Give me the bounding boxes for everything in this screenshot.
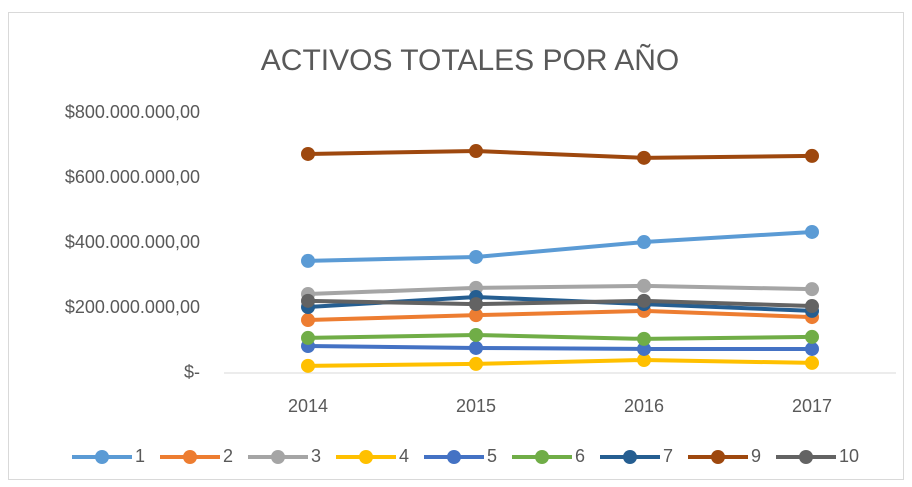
legend-marker <box>271 450 285 464</box>
series-marker <box>469 249 483 264</box>
series-marker <box>469 356 483 371</box>
series-marker <box>805 299 819 314</box>
chart-border <box>8 12 904 480</box>
series-marker <box>805 341 819 356</box>
x-tick-label: 2016 <box>624 396 664 416</box>
x-tick-label: 2015 <box>456 396 496 416</box>
series-marker <box>637 235 651 250</box>
series-marker <box>805 329 819 344</box>
series-line <box>306 344 814 351</box>
series-line <box>306 308 814 323</box>
legend-label: 4 <box>399 446 409 466</box>
series-line <box>306 149 814 160</box>
series-line <box>306 298 814 309</box>
series-line <box>306 358 814 368</box>
legend-marker <box>799 450 813 464</box>
series-marker <box>469 327 483 342</box>
y-tick-label: $800.000.000,00 <box>65 102 200 122</box>
legend-label: 2 <box>223 446 233 466</box>
series-marker <box>637 341 651 356</box>
legend-marker <box>95 450 109 464</box>
legend-marker <box>359 450 373 464</box>
series-marker <box>301 253 315 268</box>
series-marker <box>301 146 315 161</box>
legend-label: 10 <box>839 446 859 466</box>
x-tick-label: 2017 <box>792 396 832 416</box>
series-marker <box>805 282 819 297</box>
legend-label: 1 <box>135 446 145 466</box>
chart-title: ACTIVOS TOTALES POR AÑO <box>261 43 679 77</box>
series-line <box>306 229 814 263</box>
y-tick-label: $400.000.000,00 <box>65 232 200 252</box>
series-marker <box>301 293 315 308</box>
legend-label: 3 <box>311 446 321 466</box>
series-line <box>306 283 814 297</box>
series-marker <box>637 150 651 165</box>
series-marker <box>805 224 819 239</box>
series-marker <box>637 293 651 308</box>
legend-label: 5 <box>487 446 497 466</box>
series-marker <box>637 353 651 367</box>
legend-marker <box>183 450 197 464</box>
legend-label: 6 <box>575 446 585 466</box>
series-marker <box>301 313 315 328</box>
series-marker <box>805 355 819 370</box>
legend-marker <box>711 450 725 464</box>
series-marker <box>637 331 651 346</box>
series-marker <box>469 144 483 159</box>
y-tick-label: $200.000.000,00 <box>65 297 200 317</box>
x-tick-label: 2014 <box>288 396 328 416</box>
series-marker <box>469 340 483 355</box>
series-marker <box>469 297 483 312</box>
y-tick-label: $- <box>184 362 200 382</box>
series-marker <box>301 358 315 373</box>
y-tick-label: $600.000.000,00 <box>65 167 200 187</box>
legend-label: 9 <box>751 446 761 466</box>
legend-marker <box>447 450 461 464</box>
series-marker <box>301 330 315 345</box>
legend-marker <box>535 450 549 464</box>
series-marker <box>637 278 651 293</box>
series-marker <box>469 308 483 323</box>
legend-marker <box>623 450 637 464</box>
legend-label: 7 <box>663 446 673 466</box>
series-marker <box>805 148 819 163</box>
series-line <box>306 332 814 341</box>
